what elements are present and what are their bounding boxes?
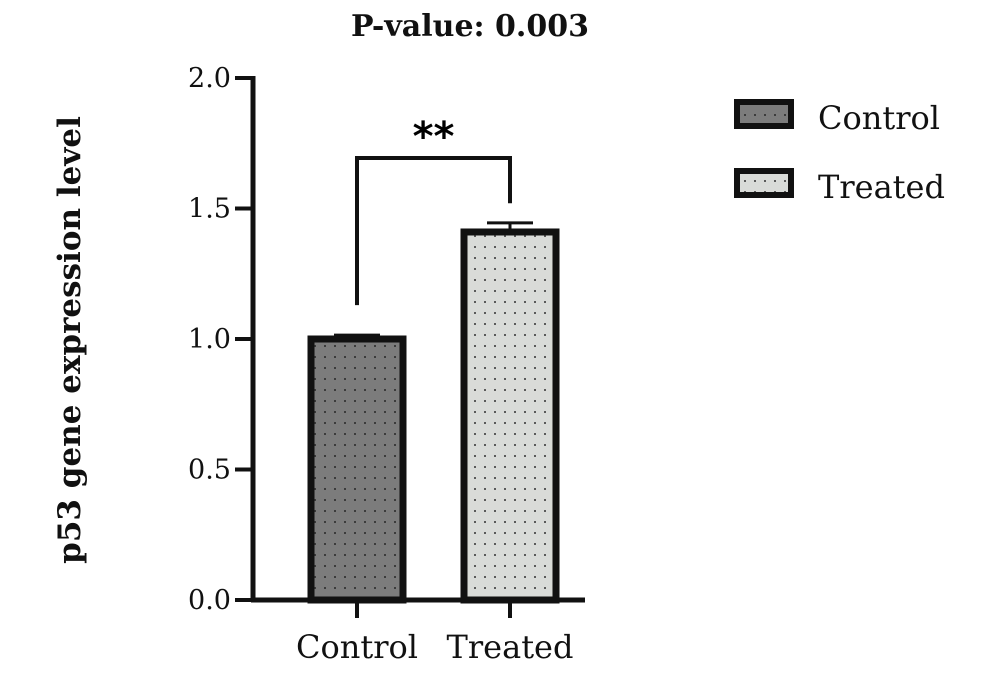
bar-treated [460, 228, 560, 604]
significance-annotation: ** [355, 114, 512, 306]
legend-swatch [734, 99, 794, 129]
significance-bracket [355, 156, 512, 306]
legend-swatch [734, 168, 794, 198]
legend-label: Treated [818, 168, 945, 206]
bar-control [307, 335, 407, 604]
x-tick-label: Control [296, 628, 418, 666]
y-tick-label: 1.5 [188, 194, 231, 225]
x-tick-label: Treated [447, 628, 574, 666]
y-tick-label: 0.0 [188, 585, 231, 616]
axes: 0.0 0.5 1.0 1.5 2.0 [188, 63, 585, 616]
bars: Control Treated [296, 221, 574, 666]
y-axis-label: p53 gene expression level [52, 116, 88, 564]
significance-stars: ** [413, 114, 455, 160]
y-tick-label: 1.0 [188, 324, 231, 355]
chart-title: P-value: 0.003 [351, 9, 589, 44]
y-tick-label: 0.5 [188, 455, 231, 486]
legend-label: Control [818, 99, 940, 137]
y-tick-label: 2.0 [188, 63, 231, 94]
legend: Control Treated [734, 99, 945, 206]
